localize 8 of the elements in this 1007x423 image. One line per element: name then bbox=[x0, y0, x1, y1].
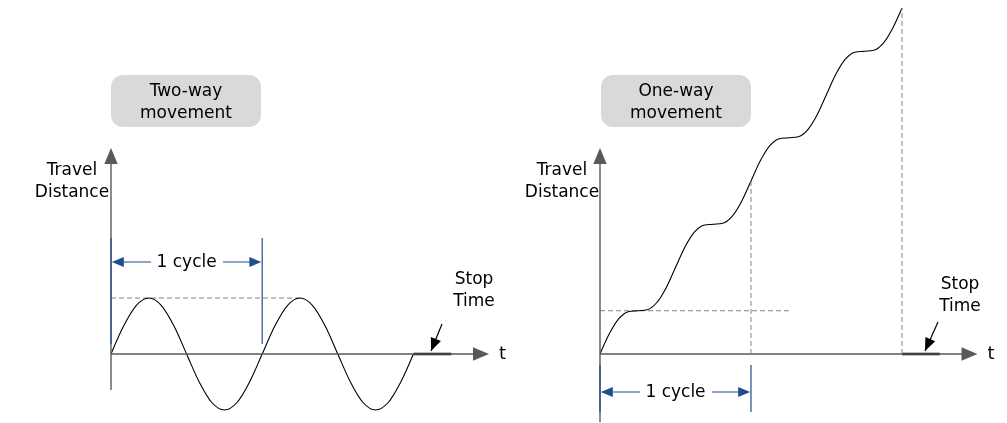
annotation: Stop Time bbox=[452, 267, 496, 311]
y-axis-title: Travel Distance bbox=[523, 158, 601, 202]
x-axis-title: t bbox=[499, 342, 507, 365]
text: 1 cycle bbox=[150, 250, 223, 272]
x-axis-title: t bbox=[987, 341, 995, 364]
text: 1 cycle bbox=[639, 380, 712, 402]
y-axis-title: Travel Distance bbox=[33, 158, 111, 202]
annotation: Stop Time bbox=[938, 272, 982, 316]
